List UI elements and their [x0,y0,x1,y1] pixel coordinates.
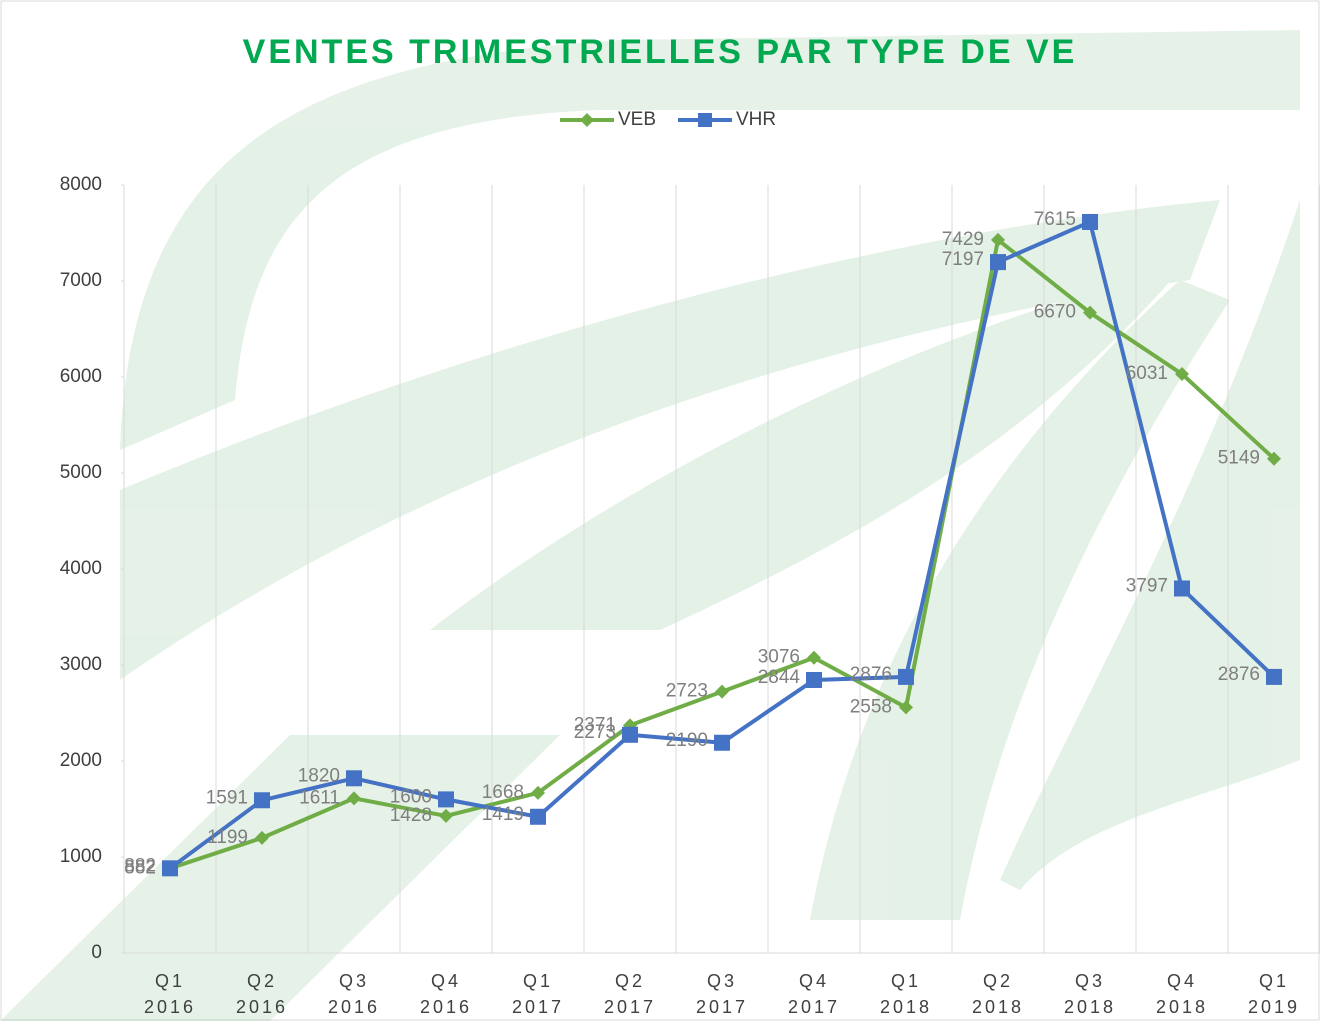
chart-container: VENTES TRIMESTRIELLES PAR TYPE DE VE 0 10… [0,0,1320,1021]
data-label: 1668 [482,782,524,803]
y-tick-label: 2000 [60,750,102,771]
x-tick-label: Q1 2017 [503,968,573,1020]
x-tick-label: Q1 2019 [1239,968,1309,1020]
marker [162,860,178,876]
data-label: 2876 [850,664,892,685]
data-label: 2844 [758,667,801,688]
data-label: 2273 [574,722,616,743]
data-label: 882 [124,855,156,876]
chart-title: VENTES TRIMESTRIELLES PAR TYPE DE VE [243,33,1078,71]
chart: VENTES TRIMESTRIELLES PAR TYPE DE VE 0 10… [0,0,1320,1021]
x-tick-label: Q4 2017 [779,968,849,1020]
x-tick-label: Q1 2016 [135,968,205,1020]
y-tick-label: 4000 [60,558,102,579]
marker [990,254,1006,270]
data-label: 5149 [1218,448,1260,469]
data-label: 1591 [206,787,248,808]
marker [438,791,454,807]
y-tick-label: 6000 [60,366,102,387]
marker [1266,669,1282,685]
x-tick-label: Q3 2018 [1055,968,1125,1020]
y-tick-label: 0 [91,942,102,963]
x-tick-label: Q2 2016 [227,968,297,1020]
data-label: 1600 [390,786,432,807]
data-label: 6031 [1126,363,1168,384]
data-label: 6670 [1034,302,1076,323]
x-tick-label: Q2 2018 [963,968,1033,1020]
data-label: 3076 [758,647,800,668]
legend-marker [698,113,712,127]
y-tick-label: 5000 [60,462,102,483]
marker [1082,214,1098,230]
x-tick-label: Q3 2016 [319,968,389,1020]
marker [898,669,914,685]
marker [530,809,546,825]
data-label: 1611 [299,787,340,808]
x-tick-label: Q2 2017 [595,968,665,1020]
data-label: 2190 [666,730,708,751]
data-label: 7429 [942,229,984,250]
marker [806,672,822,688]
data-label: 1820 [298,765,340,786]
y-tick-label: 3000 [60,654,102,675]
data-label: 2876 [1218,664,1260,685]
marker [622,727,638,743]
marker [254,792,270,808]
data-label: 7197 [942,249,984,270]
marker [346,770,362,786]
data-label: 1428 [390,805,432,826]
x-tick-label: Q1 2018 [871,968,941,1020]
data-label: 3797 [1126,576,1168,597]
data-label: 1419 [482,804,524,825]
x-tick-label: Q4 2016 [411,968,481,1020]
data-label: 2723 [666,681,708,702]
x-tick-label: Q3 2017 [687,968,757,1020]
y-tick-label: 7000 [60,270,102,291]
marker [1174,580,1190,596]
marker [714,735,730,751]
data-label: 2558 [850,696,892,717]
y-tick-label: 8000 [60,174,102,195]
legend-label: VEB [618,109,656,130]
x-tick-label: Q4 2018 [1147,968,1217,1020]
data-label: 7615 [1034,209,1076,230]
legend-label: VHR [736,109,776,130]
data-label: 1199 [207,827,248,848]
y-tick-label: 1000 [60,846,102,867]
